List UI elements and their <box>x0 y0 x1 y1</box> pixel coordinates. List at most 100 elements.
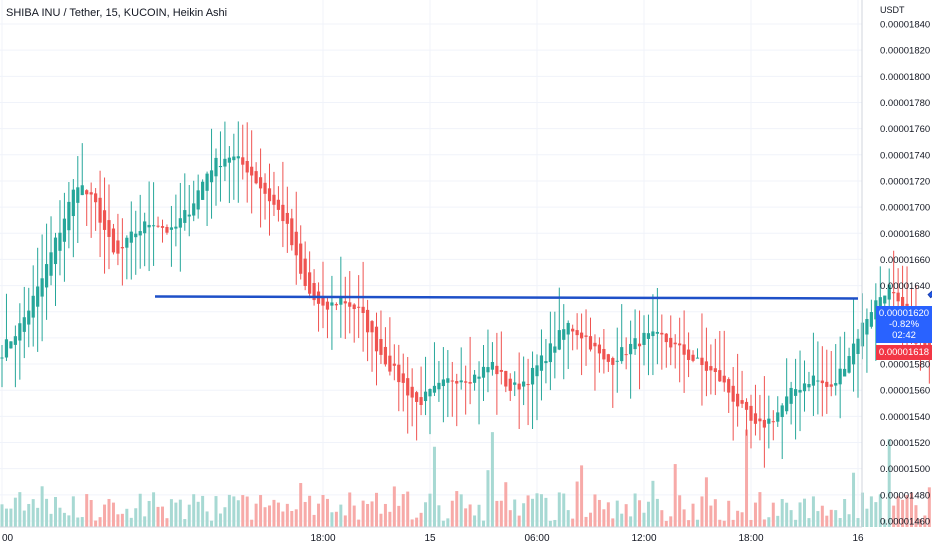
candle-body <box>218 165 223 168</box>
trend-arrow[interactable] <box>927 163 932 299</box>
previous-price-badge: 0.00001618 <box>876 345 932 360</box>
volume-bar <box>281 511 285 527</box>
candle-body <box>111 228 116 253</box>
volume-bar <box>339 504 343 527</box>
candle-body <box>678 343 682 346</box>
candle-body <box>535 365 539 377</box>
candle-body <box>410 386 414 398</box>
price-tick-label: 0.00001520 <box>880 438 930 449</box>
horizontal-resistance-line[interactable] <box>154 295 859 300</box>
volume-bar <box>597 499 601 527</box>
candle-body <box>642 332 646 345</box>
volume-bar <box>811 496 815 527</box>
candle-body <box>388 355 392 372</box>
price-tick-label: 0.00001500 <box>880 464 930 475</box>
volume-bar <box>259 495 263 527</box>
candle-body <box>446 378 450 383</box>
candle-body <box>165 226 169 233</box>
volume-bar <box>700 496 704 527</box>
volume-bar <box>562 493 566 527</box>
volume-bar <box>553 519 557 527</box>
candle-body <box>330 302 334 306</box>
volume-bar <box>241 495 245 527</box>
candle-body <box>455 381 459 384</box>
volume-bar <box>58 507 62 527</box>
candle-body <box>67 201 71 231</box>
time-tick-label: 15 <box>424 533 436 544</box>
candle-body <box>169 227 174 230</box>
candle-body <box>495 365 499 375</box>
volume-bar <box>883 519 887 527</box>
volume-bar <box>464 508 468 527</box>
candle-body <box>31 295 35 318</box>
volume-bar <box>495 500 499 527</box>
volume-bar <box>111 502 115 527</box>
volume-bar <box>446 518 450 527</box>
candle-body <box>468 382 472 384</box>
candle-body <box>869 312 873 327</box>
candle-body <box>477 376 481 379</box>
candle-body <box>22 317 26 332</box>
candle-body <box>0 357 4 359</box>
candle-body <box>365 309 370 333</box>
volume-bar <box>620 513 624 527</box>
volume-bar <box>397 505 401 527</box>
volume-bar <box>901 499 905 527</box>
volume-bar <box>673 464 677 527</box>
candle-body <box>357 306 361 308</box>
candle-body <box>459 380 463 383</box>
volume-bar <box>669 516 673 527</box>
volume-bar <box>147 500 151 527</box>
candle-body <box>464 381 468 383</box>
volume-bar <box>896 496 900 527</box>
volume-bar <box>245 496 249 527</box>
volume-bar <box>539 494 543 527</box>
candle-body <box>691 354 695 361</box>
candle-body <box>312 283 316 301</box>
volume-bar <box>40 486 44 527</box>
candle-body <box>798 389 802 393</box>
volume-bar <box>468 504 472 527</box>
candle-body <box>334 304 338 306</box>
volume-bar <box>370 501 374 527</box>
candle-body <box>143 221 147 234</box>
candle-body <box>4 339 9 358</box>
volume-bar <box>71 496 75 527</box>
candle-body <box>517 383 521 390</box>
candle-body <box>321 297 325 306</box>
volume-bar <box>655 498 659 527</box>
candle-body <box>250 166 254 176</box>
candle-body <box>361 306 365 313</box>
candle-body <box>151 225 156 227</box>
volume-bar <box>838 518 842 527</box>
candle-body <box>401 373 405 383</box>
volume-bar <box>825 515 829 527</box>
candle-body <box>673 342 677 345</box>
volume-bar <box>232 496 236 527</box>
volume-bar <box>798 502 802 527</box>
candle-body <box>196 190 200 210</box>
candle-body <box>900 296 905 311</box>
candle-body <box>267 188 272 202</box>
price-tick-label: 0.00001660 <box>880 255 930 266</box>
volume-bar <box>633 493 637 527</box>
candle-body <box>236 156 240 159</box>
candle-body <box>562 329 566 340</box>
candle-body <box>138 231 142 236</box>
candle-body <box>771 421 775 423</box>
price-tick-label: 0.00001560 <box>880 386 930 397</box>
volume-bar <box>847 514 851 527</box>
price-change: -0.82% <box>888 319 920 330</box>
volume-bar <box>36 507 40 527</box>
price-tick-label: 0.00001780 <box>880 98 930 109</box>
volume-bar <box>205 511 209 527</box>
candle-body <box>486 367 490 373</box>
volume-bar <box>869 496 873 527</box>
volume-bar <box>343 515 347 527</box>
candle-body <box>660 332 664 335</box>
volume-bar <box>22 510 26 527</box>
candle-body <box>383 346 388 365</box>
candle-body <box>303 258 307 286</box>
candle-body <box>27 310 31 325</box>
